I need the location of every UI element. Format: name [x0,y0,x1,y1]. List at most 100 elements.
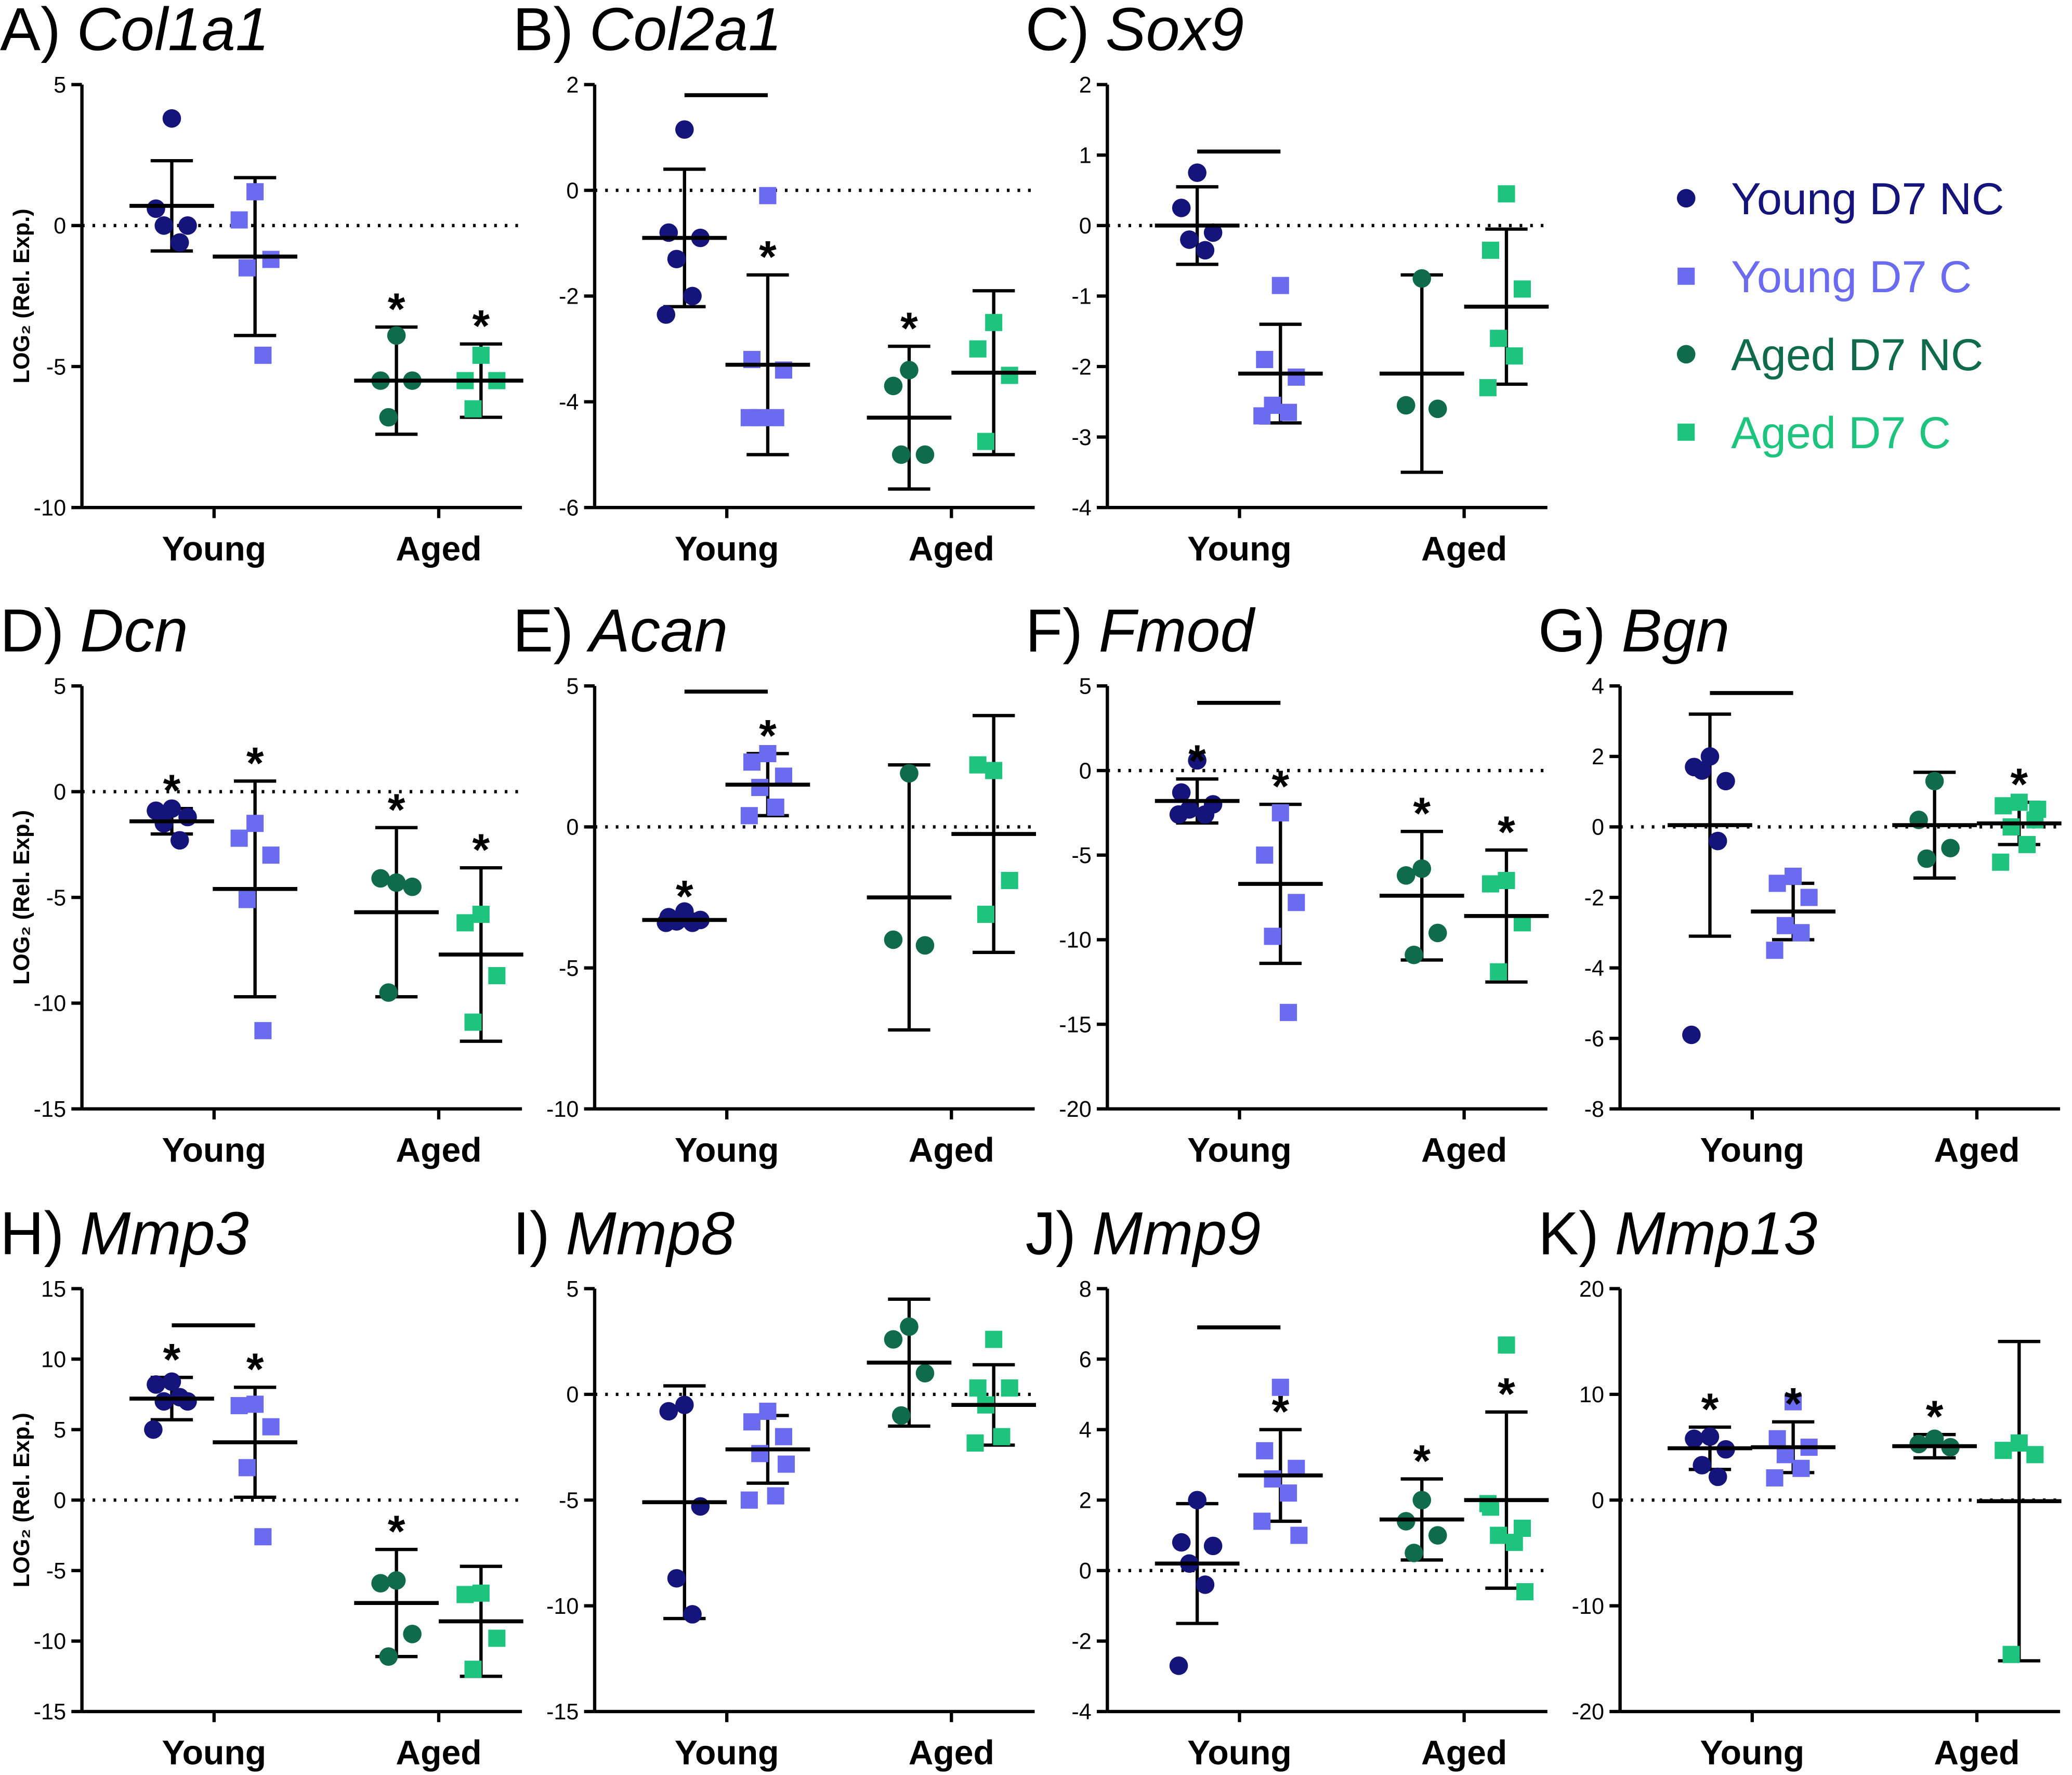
data-point [456,914,474,932]
significance-star: * [246,1345,264,1394]
data-point [1428,923,1447,943]
data-point [472,906,490,923]
legend-marker [1676,189,1696,208]
y-tick-label: -4 [1071,495,1091,520]
x-tick-label: Young [162,1734,267,1772]
panel-label: G) [1538,596,1606,664]
x-tick-label: Young [1187,1734,1292,1772]
data-point [740,409,758,426]
data-point [1001,872,1018,890]
data-point [472,346,490,364]
y-axis-label: LOG₂ (Rel. Exp.) [9,1413,34,1587]
data-point [144,1420,163,1439]
data-point [1405,1544,1423,1562]
y-tick-label: -15 [34,1097,66,1122]
data-point [1516,1583,1534,1601]
y-tick-label: -10 [546,1594,579,1619]
panel-title: A) Col1a1 [0,0,269,63]
data-point [1290,1526,1308,1544]
data-point [262,1418,280,1435]
panel-title: J) Mmp9 [1026,1199,1261,1267]
y-tick-label: 4 [1592,674,1604,699]
legend-label: Young D7 C [1731,252,1972,302]
x-tick-label: Aged [396,1131,481,1169]
significance-star: * [388,785,405,835]
gene-name: Fmod [1099,596,1256,664]
data-point [379,1647,398,1666]
y-tick-label: 15 [41,1277,66,1302]
data-point [759,187,777,204]
panel-title: E) Acan [513,596,728,664]
data-point [262,251,280,268]
y-tick-label: 2 [1592,745,1604,769]
data-point [1505,1534,1523,1551]
y-tick-label: 4 [1079,1418,1092,1443]
data-point [162,109,181,128]
data-point [891,445,911,464]
data-point [154,814,174,833]
y-tick-label: -10 [1572,1594,1604,1619]
x-tick-label: Young [162,530,267,568]
y-tick-label: -5 [1071,843,1091,868]
data-point [1700,747,1720,766]
significance-star: * [473,302,490,351]
data-point [238,259,256,277]
data-point [775,767,792,785]
data-point [1481,241,1499,259]
data-point [488,967,506,985]
data-point [1412,859,1432,878]
data-point [1708,831,1727,851]
y-axis-label: LOG₂ (Rel. Exp.) [9,208,34,383]
data-point [170,233,189,252]
data-point [740,1491,758,1509]
data-point [1256,846,1274,864]
y-tick-label: -5 [559,1489,579,1513]
data-point [1196,1575,1215,1594]
significance-star: * [388,1507,405,1557]
data-point [1169,1656,1188,1675]
data-point [2026,1446,2044,1464]
data-point [1288,368,1305,386]
y-tick-label: -4 [1071,1700,1091,1725]
data-point [1428,399,1447,419]
significance-star: * [1413,789,1431,839]
data-point [969,756,987,774]
data-point [915,1364,935,1383]
data-point [767,1487,784,1505]
data-point [884,1330,903,1349]
y-tick-label: -15 [1059,1012,1091,1037]
data-point [1481,875,1499,893]
data-point [464,400,482,417]
data-point [1700,1427,1720,1446]
panel-title: B) Col2a1 [513,0,782,63]
data-point [147,1375,165,1394]
panel-title: G) Bgn [1538,596,1729,664]
significance-star: * [163,766,181,816]
y-tick-label: 6 [1079,1347,1092,1372]
panel-title: H) Mmp3 [0,1199,249,1267]
data-point [1264,1470,1281,1488]
y-tick-label: -15 [546,1700,579,1725]
x-tick-label: Aged [909,1734,994,1772]
data-point [1776,917,1794,934]
x-tick-label: Young [1187,530,1292,568]
data-point [1280,1003,1297,1021]
data-point [740,807,758,825]
y-tick-label: -2 [1584,885,1604,910]
data-point [884,376,903,396]
data-point [915,936,935,955]
panel-label: J) [1026,1199,1076,1267]
panel-label: E) [513,596,573,664]
data-point [1490,330,1507,347]
y-tick-label: 0 [1079,1559,1092,1584]
y-tick-label: -10 [546,1097,579,1122]
panel-label: D) [0,596,64,664]
x-tick-label: Young [675,1734,779,1772]
data-point [1001,1379,1018,1397]
y-tick-label: 20 [1579,1277,1604,1302]
significance-star: * [1701,1385,1719,1434]
legend-marker [1677,423,1695,441]
data-point [1708,1467,1727,1486]
significance-star: * [1271,762,1289,812]
x-tick-label: Aged [1421,530,1507,568]
